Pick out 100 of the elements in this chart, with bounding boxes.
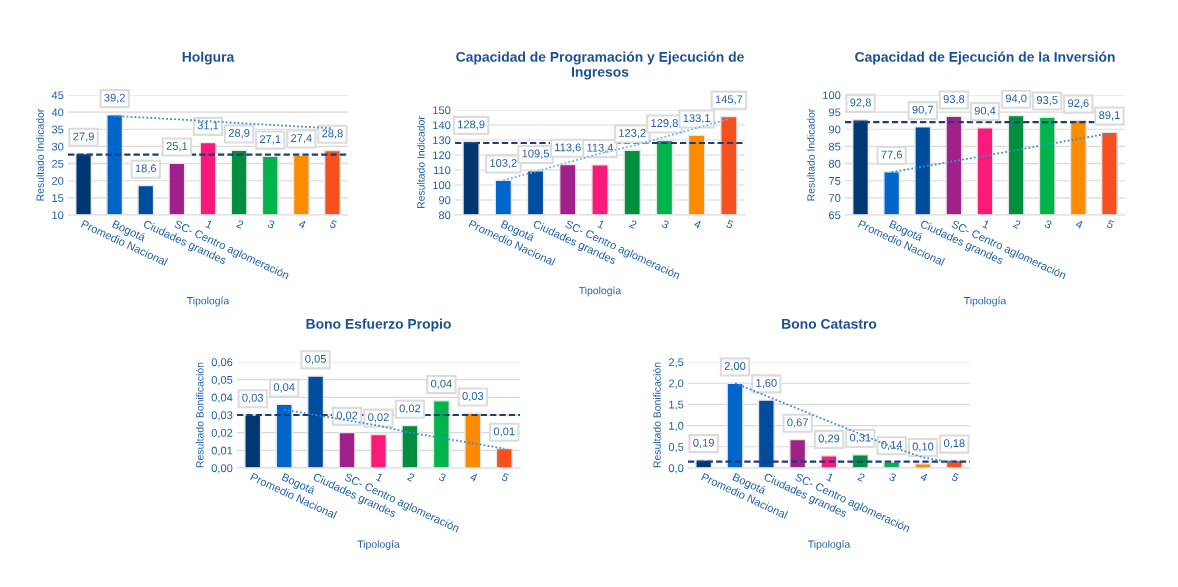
x-axis-title: Tipología [357, 540, 400, 550]
x-tick-label: 3 [438, 472, 447, 482]
data-label: 25,1 [166, 142, 188, 152]
y-tick-label: 75 [829, 177, 841, 185]
y-tick-label: 70 [829, 194, 841, 202]
data-label: 93,5 [1036, 96, 1058, 106]
data-label: 0,02 [399, 404, 421, 414]
data-label: 0,01 [493, 427, 515, 437]
x-tick-label: 4 [1075, 219, 1084, 229]
data-label: 0,19 [693, 438, 714, 448]
y-tick-label: 45 [51, 91, 64, 100]
data-label: 0,10 [912, 442, 934, 452]
data-label: 90,7 [912, 105, 934, 115]
y-tick-label: 140 [433, 121, 451, 130]
data-label: 89,1 [1099, 111, 1120, 121]
x-tick-label: 5 [329, 219, 338, 229]
y-tick-label: 1,5 [669, 400, 684, 410]
data-label: 93,8 [943, 95, 965, 105]
data-label: 31,1 [197, 121, 219, 131]
y-axis-title: Resultado Indicador [36, 108, 44, 201]
bar [789, 438, 807, 468]
x-tick-label: 3 [267, 219, 276, 229]
y-tick-label: 90 [829, 125, 841, 134]
y-tick-label: 2,0 [668, 379, 684, 389]
data-label: 113,6 [555, 143, 581, 153]
x-axis-title: Tipología [187, 296, 230, 307]
y-tick-label: 0,03 [211, 411, 233, 421]
data-label: 27,9 [73, 132, 94, 142]
data-label: 0,29 [818, 434, 840, 444]
bar [757, 399, 775, 468]
chart-title: Holgura [182, 51, 235, 65]
y-tick-label: 1,0 [669, 421, 684, 432]
x-tick-label: 1 [375, 472, 384, 482]
bar [369, 433, 388, 468]
x-axis-title: Tipología [808, 540, 851, 550]
y-tick-label: 40 [51, 108, 64, 117]
y-tick-label: 0,01 [211, 446, 233, 456]
x-tick-label: 4 [919, 472, 929, 482]
y-axis-title: Resultado Indicador [807, 108, 815, 201]
y-tick-label: 25 [52, 159, 64, 168]
y-tick-label: 0,05 [211, 375, 233, 386]
data-label: 27,4 [291, 134, 312, 144]
data-label: 28,8 [322, 129, 343, 139]
data-label: 90,4 [974, 106, 996, 116]
y-axis-title: Resultado Bonificación [653, 362, 661, 468]
y-tick-label: 35 [51, 125, 64, 134]
data-label: 128,9 [458, 120, 485, 130]
y-tick-label: 120 [433, 151, 451, 160]
x-tick-label: 2 [236, 219, 245, 229]
chart-title: Bono Catastro [782, 318, 877, 329]
bar [275, 403, 293, 468]
data-label: 0,04 [273, 383, 295, 393]
y-tick-label: 30 [51, 142, 64, 151]
data-label: 145,7 [715, 95, 743, 105]
chart-title: Bono Esfuerzo Propio [306, 318, 451, 332]
y-tick-label: 110 [433, 166, 451, 175]
data-label: 0,03 [242, 393, 264, 404]
data-label: 0,05 [305, 354, 326, 365]
bar [726, 382, 744, 468]
y-tick-label: 150 [433, 106, 451, 115]
y-tick-label: 85 [828, 142, 841, 151]
x-tick-label: 3 [888, 472, 897, 482]
x-tick-label: 2 [857, 472, 866, 482]
data-label: 27,1 [259, 135, 281, 145]
y-tick-label: 0,06 [211, 358, 233, 368]
x-tick-label: 3 [661, 219, 670, 229]
x-tick-label: 1 [597, 219, 605, 229]
y-tick-label: 95 [829, 108, 841, 117]
x-tick-label: 1 [205, 219, 213, 229]
y-tick-label: 90 [439, 196, 451, 205]
bar [432, 400, 450, 468]
y-tick-label: 0,00 [211, 464, 233, 474]
x-tick-label: 2 [1013, 219, 1022, 229]
data-label: 109,5 [522, 149, 549, 159]
y-tick-label: 20 [52, 176, 64, 185]
y-tick-label: 10 [52, 211, 64, 220]
chart-title: Capacidad de Programación y Ejecución de Ingresos [456, 51, 744, 80]
x-tick-label: 3 [1044, 219, 1053, 229]
y-tick-label: 0,04 [211, 393, 233, 403]
data-label: 113,4 [587, 143, 614, 153]
y-tick-label: 100 [823, 91, 841, 100]
x-tick-label: 2 [629, 219, 638, 229]
data-label: 92,6 [1068, 99, 1089, 109]
data-label: 92,8 [850, 98, 871, 108]
y-axis-title: Resultado Indicador [417, 116, 425, 208]
data-label: 123,2 [619, 129, 646, 139]
x-tick-label: 5 [725, 219, 734, 229]
x-tick-label: 5 [951, 472, 960, 482]
y-tick-label: 0,0 [668, 464, 684, 474]
y-tick-label: 80 [438, 211, 451, 220]
data-label: 103,2 [490, 159, 517, 169]
x-axis-title: Tipología [964, 296, 1007, 307]
data-label: 0,02 [336, 411, 358, 421]
data-label: 1,60 [756, 378, 777, 389]
data-label: 77,6 [881, 150, 902, 160]
x-tick-label: 1 [826, 472, 834, 482]
bar [244, 414, 262, 468]
y-tick-label: 15 [52, 194, 64, 202]
data-label: 2,00 [724, 362, 746, 372]
x-tick-label: 1 [982, 219, 990, 229]
